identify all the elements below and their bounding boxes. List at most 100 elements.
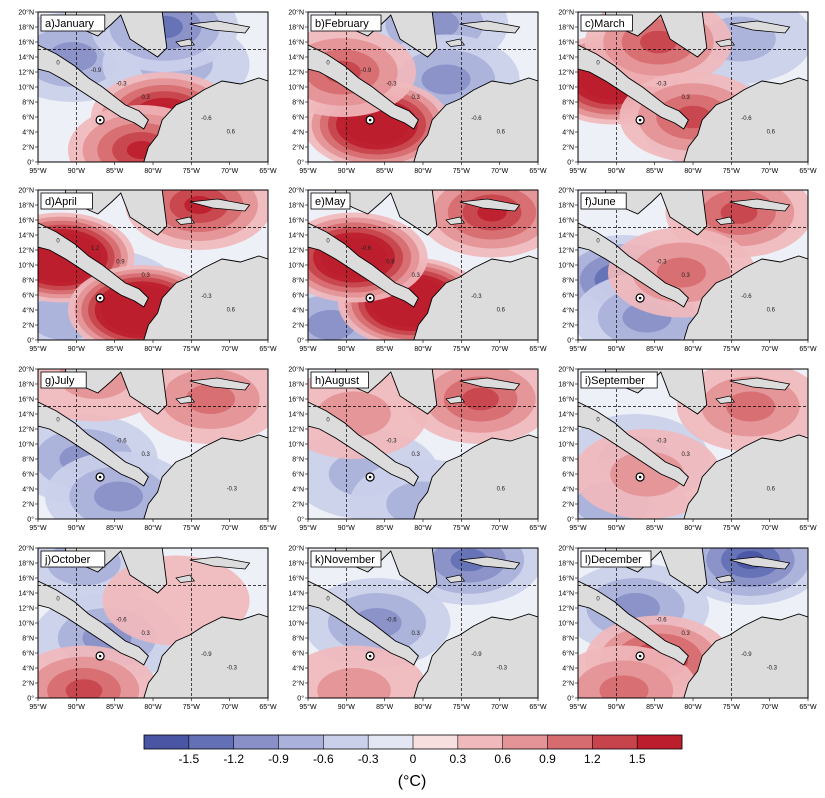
- south-america-land: [413, 77, 538, 162]
- y-tick-label: 16°N: [288, 396, 304, 404]
- y-tick-label: 18°N: [18, 560, 34, 568]
- panel-title: c)March: [585, 18, 625, 30]
- central-america-land: [578, 222, 689, 308]
- contour-label: -0.6: [201, 116, 212, 122]
- y-tick-label: 4°N: [22, 486, 34, 494]
- x-tick-label: 75°W: [723, 345, 741, 353]
- y-tick-label: 18°N: [558, 381, 574, 389]
- panel-title-box: [40, 14, 106, 32]
- y-tick-label: 10°N: [288, 84, 304, 92]
- map-panel-e: 0 0.3 0.6 0.9 -0.3 -0.6 e)May 0° 2°N 4°N 6°N 8°N 10°…: [288, 187, 547, 354]
- contour-label: 0: [596, 61, 600, 67]
- y-tick-label: 14°N: [288, 232, 304, 240]
- central-america-land: [578, 44, 689, 130]
- central-america-land: [308, 580, 419, 666]
- x-tick-label: 90°W: [68, 703, 86, 711]
- south-america-land: [683, 77, 808, 162]
- map-panels: 0 0.3 0.6 -0.3 -0.6 -0.9 a)January 0° 2°N 4°N 6°N 8…: [18, 9, 817, 712]
- y-tick-label: 4°N: [22, 307, 34, 315]
- y-tick-label: 12°N: [18, 247, 34, 255]
- y-tick-label: 10°N: [18, 441, 34, 449]
- x-tick-label: 80°W: [684, 345, 702, 353]
- x-tick-label: 85°W: [106, 524, 124, 532]
- contour-label: 0: [596, 239, 600, 245]
- contour-label: -0.6: [741, 116, 752, 122]
- map-panel-h: 0 0.3 0.6 -0.3 h)August 0° 2°N 4°N 6°N 8°N 10°N 12°…: [288, 366, 547, 533]
- contour-label: -0.3: [656, 82, 667, 88]
- x-tick-label: 90°W: [338, 703, 356, 711]
- y-tick-label: 16°N: [558, 396, 574, 404]
- x-tick-label: 80°W: [684, 703, 702, 711]
- caribbean-island: [459, 556, 521, 570]
- y-tick-label: 16°N: [288, 575, 304, 583]
- y-tick-label: 20°N: [288, 366, 304, 374]
- y-tick-label: 0°: [297, 695, 304, 703]
- contour-label: -0.3: [386, 82, 397, 88]
- south-america-land: [683, 613, 808, 698]
- panel-title: i)September: [585, 375, 645, 387]
- y-tick-label: 18°N: [558, 202, 574, 210]
- panel-title-box: [310, 371, 369, 389]
- y-tick-label: 10°N: [18, 84, 34, 92]
- colorbar-swatch: [592, 735, 638, 749]
- contour-label: 0.3: [682, 95, 691, 101]
- y-tick-label: 12°N: [558, 605, 574, 613]
- anomaly-field: [578, 548, 808, 698]
- y-tick-label: 14°N: [558, 590, 574, 598]
- y-tick-label: 18°N: [288, 381, 304, 389]
- contour-label: 0: [56, 239, 60, 245]
- contour-label: -0.6: [741, 294, 752, 300]
- x-tick-label: 75°W: [183, 524, 201, 532]
- site-marker-dot: [98, 654, 102, 658]
- central-america-land: [308, 401, 419, 487]
- x-tick-label: 95°W: [569, 703, 587, 711]
- y-tick-label: 18°N: [288, 24, 304, 32]
- south-america-land: [413, 613, 538, 698]
- y-tick-label: 4°N: [22, 665, 34, 673]
- map-panel-k: 0 0.3 -0.3 -0.6 -0.9 k)November 0° 2°N 4°N 6°N 8°N…: [288, 545, 547, 712]
- y-tick-label: 6°N: [22, 650, 34, 658]
- y-tick-label: 20°N: [18, 366, 34, 374]
- y-tick-label: 20°N: [288, 545, 304, 553]
- x-tick-label: 65°W: [529, 345, 547, 353]
- x-tick-label: 80°W: [144, 524, 162, 532]
- x-tick-label: 75°W: [183, 167, 201, 175]
- panel-title-box: [40, 371, 87, 389]
- y-tick-label: 10°N: [288, 262, 304, 270]
- y-tick-label: 8°N: [562, 277, 574, 285]
- central-america-land: [38, 580, 149, 666]
- x-tick-label: 70°W: [491, 524, 509, 532]
- y-tick-label: 16°N: [18, 217, 34, 225]
- map-panel-c: 0 0.3 0.6 -0.3 -0.6 c)March 0° 2°N 4°N 6°N 8°N 10°N…: [558, 9, 817, 176]
- contour-label: -0.3: [656, 260, 667, 266]
- panel-title: g)July: [45, 375, 75, 387]
- panel-title-box: [580, 550, 652, 568]
- caribbean-island: [715, 38, 736, 47]
- site-marker-dot: [368, 654, 372, 658]
- contour-label: -0.3: [201, 294, 212, 300]
- site-marker-dot: [98, 475, 102, 479]
- y-tick-label: 0°: [27, 695, 34, 703]
- map-panel-l: 0 0.3 -0.3 -0.6 -0.9 l)December 0° 2°N 4°N 6°N 8°N…: [558, 545, 817, 712]
- panel-title: e)May: [315, 196, 346, 208]
- y-tick-label: 10°N: [18, 262, 34, 270]
- colorbar-tick-label: -0.6: [313, 752, 334, 766]
- panel-title-box: [310, 550, 382, 568]
- y-tick-label: 10°N: [288, 620, 304, 628]
- x-tick-label: 80°W: [414, 345, 432, 353]
- y-tick-label: 20°N: [558, 366, 574, 374]
- y-tick-label: 8°N: [292, 99, 304, 107]
- contour-label: 0.3: [682, 273, 691, 279]
- caribbean-island: [459, 20, 521, 34]
- caribbean-island: [729, 556, 791, 570]
- x-tick-label: 90°W: [338, 524, 356, 532]
- x-tick-label: 70°W: [761, 167, 779, 175]
- contour-label: 0.6: [497, 487, 506, 493]
- x-tick-label: 95°W: [299, 345, 317, 353]
- caribbean-island: [459, 377, 521, 391]
- y-tick-label: 2°N: [292, 501, 304, 509]
- contour-label: 0: [326, 61, 330, 67]
- x-tick-label: 90°W: [608, 524, 626, 532]
- panel-title: d)April: [45, 196, 77, 208]
- y-tick-label: 10°N: [288, 441, 304, 449]
